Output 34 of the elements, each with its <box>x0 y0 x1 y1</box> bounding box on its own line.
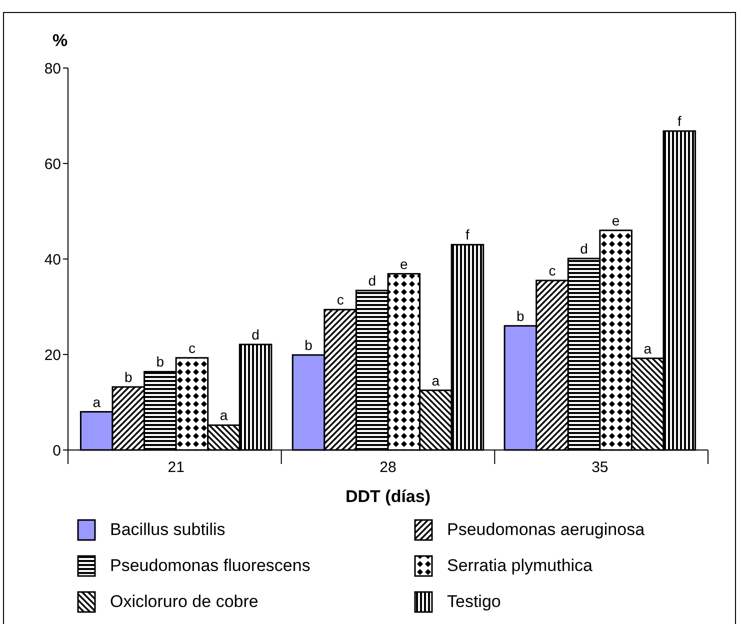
data-label: a <box>644 340 652 356</box>
data-label: b <box>516 308 525 324</box>
legend-label: Oxicloruro de cobre <box>110 592 258 611</box>
y-tick-label: 0 <box>52 442 61 460</box>
y-tick-label: 60 <box>44 156 61 173</box>
data-label: d <box>368 272 376 289</box>
legend-label: Testigo <box>447 592 501 611</box>
data-label: d <box>252 326 260 342</box>
data-label: b <box>304 336 313 353</box>
y-axis-title: % <box>52 31 68 50</box>
data-label: d <box>580 240 588 257</box>
y-tick-label: 20 <box>44 346 61 364</box>
legend-label: Pseudomonas aeruginosa <box>447 520 646 539</box>
data-label: c <box>548 262 556 278</box>
legend-label: Serratia plymuthica <box>447 556 594 575</box>
x-tick-label: 28 <box>380 459 396 476</box>
legend-label: Pseudomonas fluorescens <box>110 556 310 575</box>
data-label: b <box>124 368 132 385</box>
data-label: e <box>400 256 408 272</box>
data-label: e <box>612 212 620 228</box>
y-tick-label: 80 <box>44 60 61 78</box>
legend-label: Bacillus subtilis <box>110 520 226 539</box>
data-label: f <box>466 226 470 243</box>
y-tick-label: 40 <box>44 251 61 268</box>
x-axis-title: DDT (días) <box>346 487 430 506</box>
data-label: c <box>336 292 344 308</box>
data-label: a <box>92 394 101 410</box>
x-tick-label: 21 <box>168 459 184 476</box>
data-label: a <box>220 407 228 424</box>
data-label: a <box>432 372 440 388</box>
data-label: b <box>156 354 164 370</box>
data-label: f <box>677 113 682 130</box>
data-label: c <box>188 340 196 356</box>
x-tick-label: 35 <box>592 459 608 476</box>
